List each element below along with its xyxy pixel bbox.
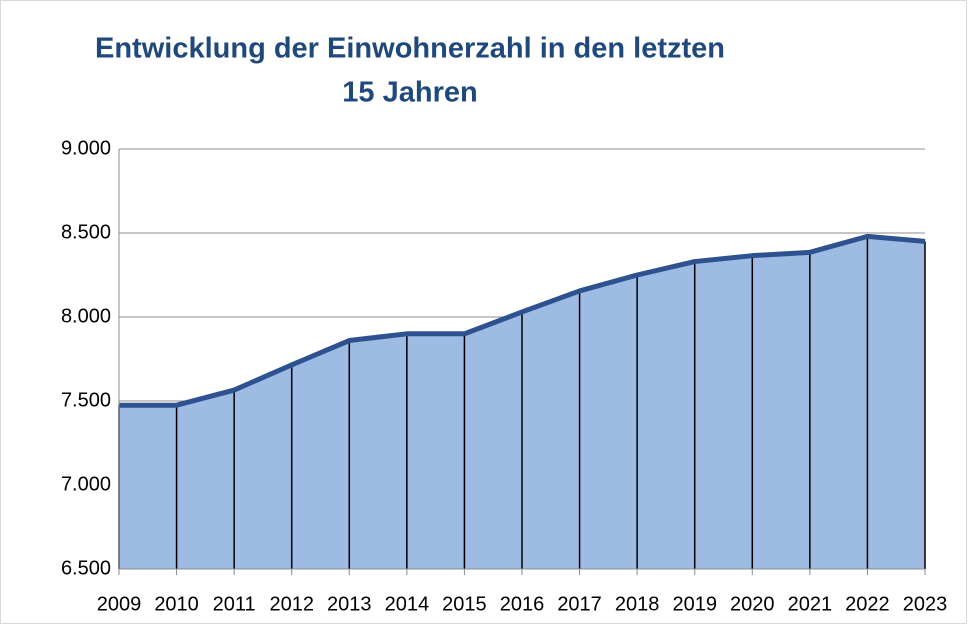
x-tick-label: 2013 — [327, 593, 372, 615]
y-tick-label: 7.500 — [61, 389, 111, 411]
y-tick-label: 8.500 — [61, 221, 111, 243]
x-tick-label: 2016 — [500, 593, 545, 615]
x-tick-label: 2022 — [845, 593, 890, 615]
x-tick-label: 2018 — [615, 593, 660, 615]
x-tick-label: 2009 — [97, 593, 142, 615]
chart-title: 15 Jahren — [342, 77, 477, 109]
x-tick-label: 2019 — [672, 593, 717, 615]
x-tick-label: 2015 — [442, 593, 487, 615]
x-tick-label: 2020 — [730, 593, 775, 615]
x-tick-label: 2012 — [269, 593, 314, 615]
x-tick-label: 2023 — [903, 593, 948, 615]
y-tick-label: 6.500 — [61, 557, 111, 579]
y-tick-label: 8.000 — [61, 305, 111, 327]
x-tick-label: 2017 — [557, 593, 602, 615]
area-line — [119, 233, 926, 408]
x-tick-label: 2021 — [788, 593, 833, 615]
chart-title: Entwicklung der Einwohnerzahl in den let… — [95, 33, 725, 65]
x-tick-label: 2010 — [154, 593, 199, 615]
y-tick-label: 7.000 — [61, 473, 111, 495]
x-tick-label: 2014 — [385, 593, 430, 615]
y-tick-label: 9.000 — [61, 137, 111, 159]
x-tick-label: 2011 — [213, 593, 256, 615]
